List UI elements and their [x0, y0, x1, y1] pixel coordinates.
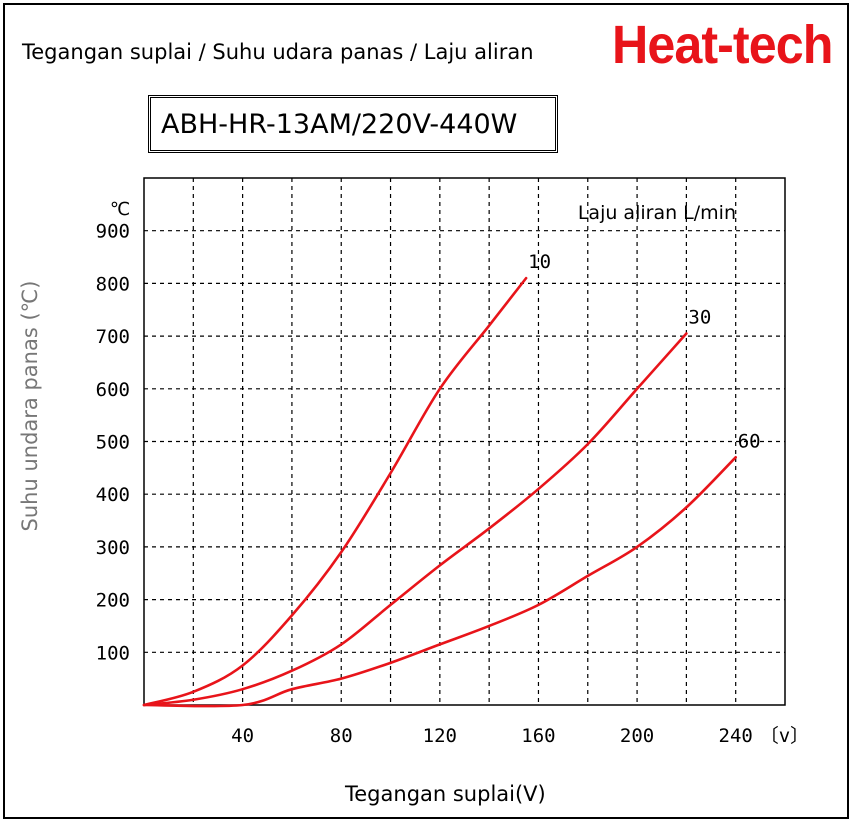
y-tick-label: 800 — [96, 273, 130, 295]
y-tick-label: 700 — [96, 326, 130, 348]
series-line-10 — [142, 276, 528, 707]
y-unit-label: ℃ — [110, 199, 130, 220]
x-axis-title: Tegangan suplai(V) — [345, 782, 546, 806]
series-label-10: 10 — [528, 251, 551, 273]
x-tick-label: 160 — [521, 725, 555, 747]
series-line-30 — [142, 332, 688, 707]
y-tick-label: 200 — [96, 590, 130, 612]
x-tick-label: 120 — [423, 725, 457, 747]
series-line-60 — [142, 456, 737, 708]
y-tick-label: 900 — [96, 221, 130, 243]
y-tick-label: 400 — [96, 484, 130, 506]
model-label: ABH-HR-13AM/220V-440W — [148, 95, 558, 153]
chart-title: Tegangan suplai / Suhu udara panas / Laj… — [22, 40, 534, 64]
series-label-30: 30 — [688, 306, 711, 328]
series-label-60: 60 — [738, 430, 761, 452]
x-unit-label: 〔v〕 — [760, 725, 809, 747]
y-tick-label: 300 — [96, 537, 130, 559]
x-tick-label: 200 — [620, 725, 654, 747]
brand-logo: Heat-tech — [612, 15, 833, 75]
x-tick-label: 80 — [330, 725, 353, 747]
x-tick-label: 240 — [719, 725, 753, 747]
y-tick-label: 500 — [96, 432, 130, 454]
y-tick-label: 100 — [96, 642, 130, 664]
legend-title: Laju aliran L/min — [578, 202, 736, 224]
x-tick-label: 40 — [231, 725, 254, 747]
y-tick-label: 600 — [96, 379, 130, 401]
